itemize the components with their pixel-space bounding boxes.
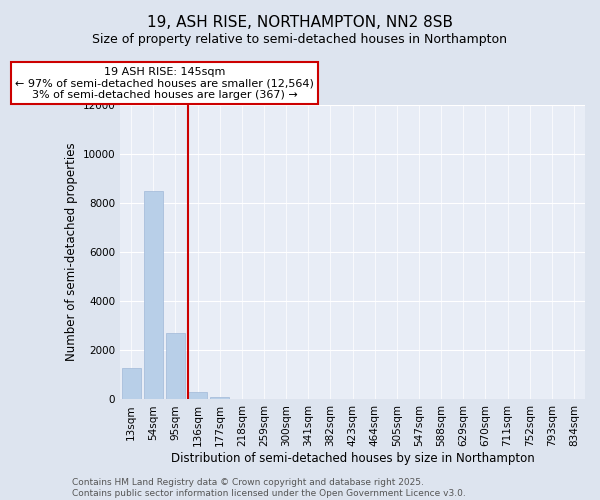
Bar xyxy=(144,190,163,400)
X-axis label: Distribution of semi-detached houses by size in Northampton: Distribution of semi-detached houses by … xyxy=(171,452,535,465)
Text: 19 ASH RISE: 145sqm
← 97% of semi-detached houses are smaller (12,564)
3% of sem: 19 ASH RISE: 145sqm ← 97% of semi-detach… xyxy=(15,66,314,100)
Y-axis label: Number of semi-detached properties: Number of semi-detached properties xyxy=(65,142,79,362)
Bar xyxy=(188,392,207,400)
Bar xyxy=(166,333,185,400)
Text: Size of property relative to semi-detached houses in Northampton: Size of property relative to semi-detach… xyxy=(92,32,508,46)
Text: 19, ASH RISE, NORTHAMPTON, NN2 8SB: 19, ASH RISE, NORTHAMPTON, NN2 8SB xyxy=(147,15,453,30)
Bar xyxy=(122,368,140,400)
Text: Contains HM Land Registry data © Crown copyright and database right 2025.
Contai: Contains HM Land Registry data © Crown c… xyxy=(72,478,466,498)
Bar xyxy=(211,397,229,400)
